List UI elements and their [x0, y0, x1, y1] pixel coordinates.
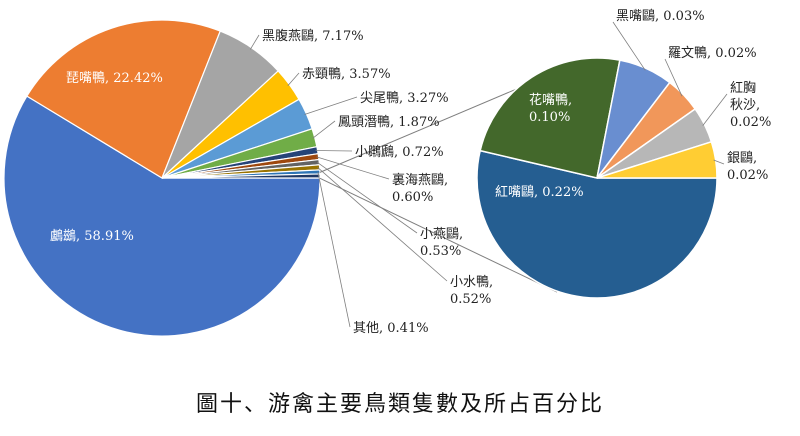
main-label-2: 琵嘴鴨, 22.42% [66, 71, 163, 86]
secondary-label-5: 紅胸秋沙, 0.02% [730, 81, 771, 130]
main-leader-4 [287, 72, 300, 86]
main-label-3: 黑腹燕鷗, 7.17% [262, 28, 364, 44]
main-label-8: 裏海燕鷗, 0.60% [392, 172, 448, 205]
main-leader-5 [304, 96, 358, 115]
connector-line-bottom [319, 177, 558, 293]
main-leader-6 [312, 120, 336, 139]
main-pie [3, 19, 321, 337]
main-label-1: 鸕鷀, 58.91% [50, 229, 134, 244]
main-pie-slice-1 [3, 95, 321, 337]
main-label-4: 赤頸鴨, 3.57% [302, 67, 391, 82]
secondary-label-6: 銀鷗, 0.02% [727, 150, 768, 183]
secondary-pie [476, 57, 718, 299]
main-leader-9 [316, 162, 418, 234]
secondary-leader-6 [713, 159, 725, 165]
main-leader-11 [317, 171, 351, 328]
main-label-6: 鳳頭潛鴨, 1.87% [338, 115, 440, 130]
bar-of-pie-chart: 鸕鷀, 58.91% 琵嘴鴨, 22.42% 黑腹燕鷗, 7.17% 赤頸鴨, 3.5… [3, 8, 771, 337]
main-leader-10 [317, 167, 448, 282]
main-label-10: 小水鴨, 0.52% [450, 275, 493, 307]
secondary-label-2: 花嘴鴨, 0.10% [529, 92, 572, 125]
main-label-11: 其他, 0.41% [353, 321, 429, 336]
main-label-5: 尖尾鴨, 3.27% [360, 91, 449, 106]
main-label-7: 小鸊鷉, 0.72% [355, 145, 444, 160]
secondary-label-1: 紅嘴鷗, 0.22% [495, 184, 584, 200]
secondary-leader-5 [702, 93, 728, 126]
main-pie-slice-secondary-group [161, 173, 321, 179]
main-pie-slice-2 [26, 19, 221, 179]
secondary-leader-4 [664, 58, 683, 97]
main-leader-3 [249, 34, 260, 50]
main-leader-8 [316, 156, 390, 180]
secondary-label-3: 黑嘴鷗, 0.03% [616, 8, 705, 24]
secondary-label-4: 羅文鴨, 0.02% [668, 46, 757, 61]
main-label-9: 小燕鷗, 0.53% [420, 226, 463, 259]
secondary-pie-slice-6 [596, 140, 718, 179]
data-labels: 鸕鷀, 58.91% 琵嘴鴨, 22.42% 黑腹燕鷗, 7.17% 赤頸鴨, 3.5… [50, 8, 771, 336]
figure-caption: 圖十、游禽主要鳥類隻數及所占百分比 [195, 392, 604, 417]
secondary-pie-slice-1 [476, 149, 718, 299]
secondary-leader-3 [612, 21, 646, 71]
secondary-pie-slice-2 [479, 57, 621, 179]
